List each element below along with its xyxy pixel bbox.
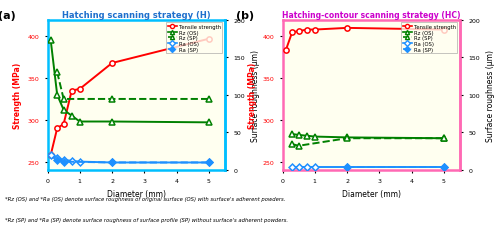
Text: *Rz (SP) and *Ra (SP) denote surface roughness of surface profile (SP) without s: *Rz (SP) and *Ra (SP) denote surface rou…	[5, 217, 288, 222]
Legend: Tensile strength, Rz (OS), Rz (SP), Ra (OS), Ra (SP): Tensile strength, Rz (OS), Rz (SP), Ra (…	[166, 23, 222, 54]
Text: (a): (a)	[0, 11, 16, 21]
Title: Hatching scanning strategy (H): Hatching scanning strategy (H)	[62, 11, 210, 20]
Y-axis label: Strength (MPa): Strength (MPa)	[13, 62, 22, 128]
Text: (b): (b)	[236, 11, 254, 21]
Text: *Rz (OS) and *Ra (OS) denote surface roughness of original surface (OS) with sur: *Rz (OS) and *Ra (OS) denote surface rou…	[5, 196, 286, 201]
Y-axis label: Strength (MPa): Strength (MPa)	[248, 62, 257, 128]
X-axis label: Diameter (mm): Diameter (mm)	[107, 189, 166, 198]
Legend: Tensile strength, Rz (OS), Rz (SP), Ra (OS), Ra (SP): Tensile strength, Rz (OS), Rz (SP), Ra (…	[401, 23, 458, 54]
X-axis label: Diameter (mm): Diameter (mm)	[342, 189, 401, 198]
Title: Hatching-contour scanning strategy (HC): Hatching-contour scanning strategy (HC)	[282, 11, 461, 20]
Y-axis label: Surface roughness (μm): Surface roughness (μm)	[486, 49, 494, 141]
Y-axis label: Surface roughness (μm): Surface roughness (μm)	[250, 49, 260, 141]
